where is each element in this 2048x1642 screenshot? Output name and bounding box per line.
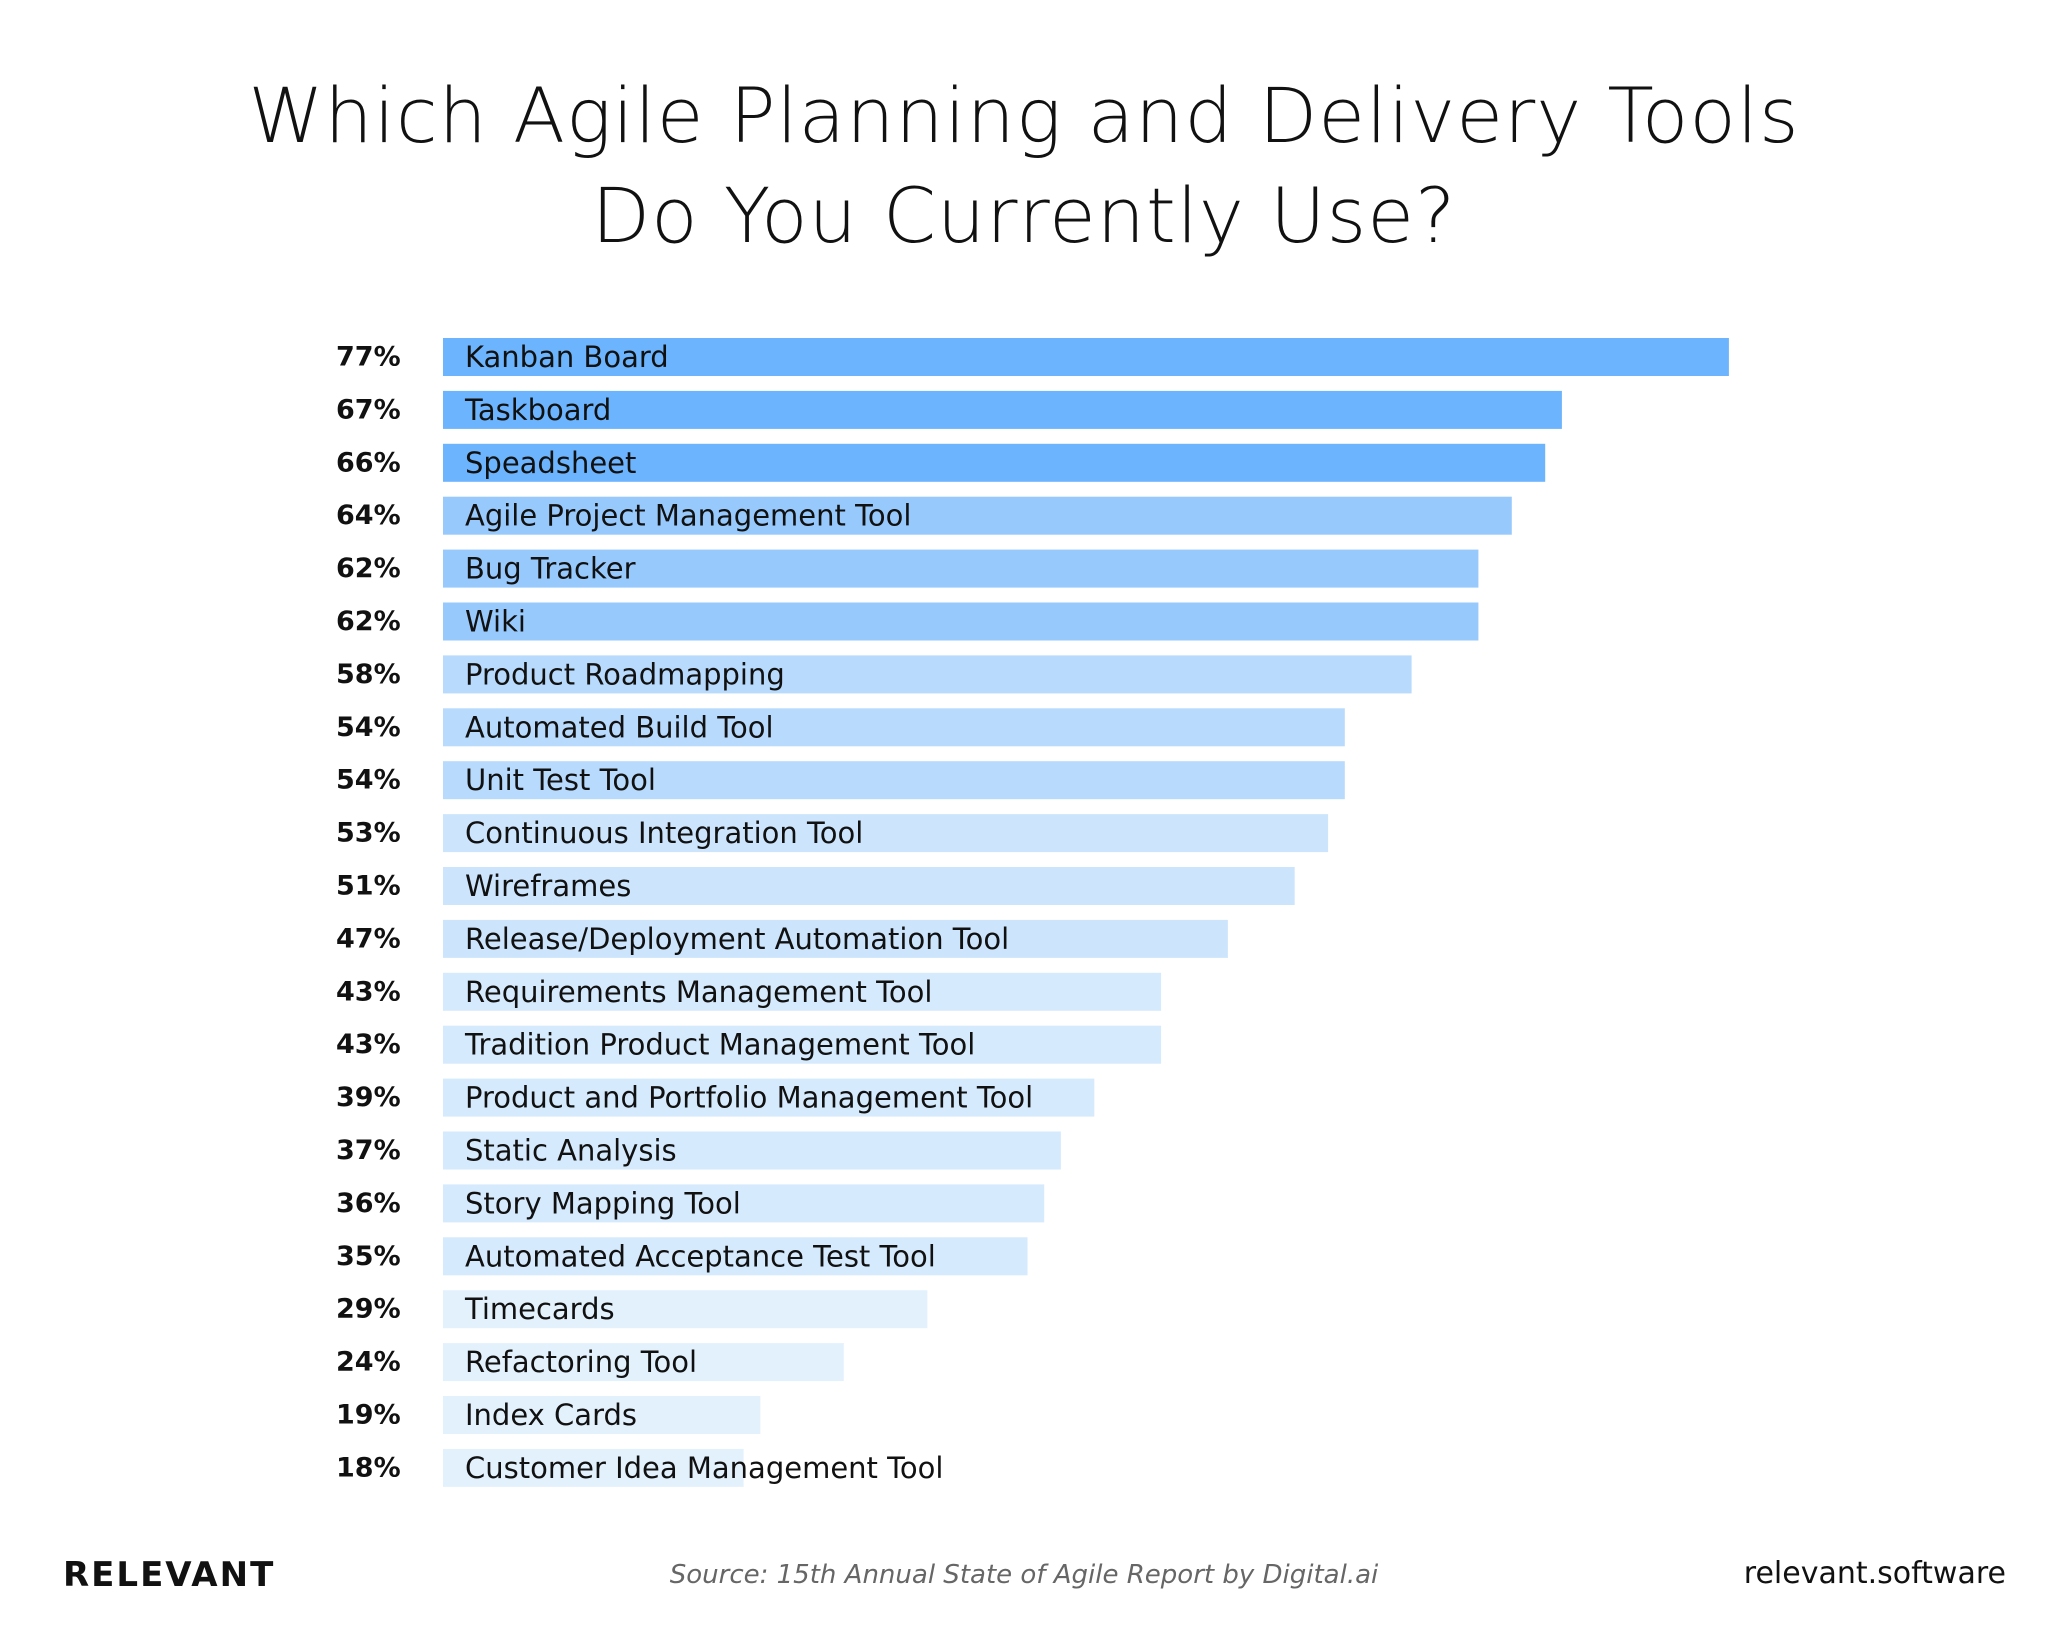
bar-8 (443, 761, 1345, 800)
value-label-0: 77% (336, 342, 401, 373)
category-label-9: Continuous Integration Tool (465, 816, 863, 850)
category-label-16: Story Mapping Tool (465, 1186, 741, 1220)
value-label-15: 37% (336, 1135, 401, 1166)
value-label-9: 53% (336, 818, 401, 849)
chart-title-line-2: Do You Currently Use? (591, 171, 1457, 260)
bar-2 (443, 443, 1546, 482)
category-label-15: Static Analysis (465, 1134, 677, 1168)
category-label-19: Refactoring Tool (465, 1345, 697, 1379)
category-label-14: Product and Portfolio Management Tool (465, 1081, 1033, 1115)
value-label-14: 39% (336, 1082, 401, 1113)
bar-10 (443, 867, 1295, 905)
bar-21 (443, 1448, 744, 1487)
value-label-1: 67% (336, 394, 401, 425)
bar-0 (443, 338, 1729, 376)
category-label-17: Automated Acceptance Test Tool (465, 1239, 936, 1273)
bar-14 (443, 1078, 1095, 1117)
value-label-18: 29% (336, 1294, 401, 1325)
category-label-7: Automated Build Tool (465, 710, 774, 744)
category-label-13: Tradition Product Management Tool (464, 1028, 975, 1062)
value-label-13: 43% (336, 1029, 401, 1060)
value-label-8: 54% (336, 765, 401, 796)
category-label-11: Release/Deployment Automation Tool (465, 922, 1009, 956)
bar-12 (443, 972, 1162, 1011)
value-label-16: 36% (336, 1188, 401, 1219)
chart-title: Which Agile Planning and Delivery Tools … (0, 66, 2048, 266)
bar-chart: 77% Kanban Board 67% Taskboard 66% Speadsheet… (336, 338, 1729, 1487)
bar-3 (443, 496, 1512, 535)
value-label-5: 62% (336, 606, 401, 637)
value-label-6: 58% (336, 659, 401, 690)
value-label-4: 62% (336, 553, 401, 584)
value-label-2: 66% (336, 447, 401, 478)
bar-1 (443, 390, 1562, 429)
bar-15 (443, 1131, 1061, 1170)
category-label-20: Index Cards (465, 1398, 637, 1432)
bar-19 (443, 1343, 844, 1382)
bar-9 (443, 814, 1329, 853)
category-label-8: Unit Test Tool (465, 763, 656, 797)
source-note: Source: 15th Annual State of Agile Repor… (669, 1560, 1379, 1590)
bar-17 (443, 1237, 1028, 1276)
value-label-17: 35% (336, 1241, 401, 1272)
bar-7 (443, 708, 1345, 747)
category-label-21: Customer Idea Management Tool (465, 1451, 943, 1485)
chart-title-line-1: Which Agile Planning and Delivery Tools (248, 71, 1800, 160)
bar-4 (443, 549, 1479, 588)
category-label-3: Agile Project Management Tool (465, 499, 911, 533)
category-label-12: Requirements Management Tool (465, 975, 932, 1009)
value-label-21: 18% (336, 1452, 401, 1483)
category-label-0: Kanban Board (465, 340, 669, 374)
category-label-4: Bug Tracker (465, 552, 636, 586)
category-label-5: Wiki (465, 605, 526, 639)
category-label-6: Product Roadmapping (465, 657, 785, 691)
value-label-10: 51% (336, 871, 401, 902)
site-url[interactable]: relevant.software (1743, 1556, 2006, 1591)
category-label-1: Taskboard (464, 393, 611, 427)
brand-logo: RELEVANT (63, 1555, 276, 1595)
bar-6 (443, 655, 1412, 694)
value-label-20: 19% (336, 1400, 401, 1431)
value-label-19: 24% (336, 1347, 401, 1378)
bar-18 (443, 1290, 928, 1329)
category-label-2: Speadsheet (465, 446, 636, 480)
value-label-7: 54% (336, 712, 401, 743)
bar-13 (443, 1025, 1162, 1064)
bar-16 (443, 1184, 1045, 1223)
category-label-10: Wireframes (465, 869, 631, 903)
bars-group: 77% Kanban Board 67% Taskboard 66% Speadsheet… (336, 338, 1729, 1487)
value-label-11: 47% (336, 923, 401, 954)
bar-5 (443, 602, 1479, 641)
value-label-3: 64% (336, 500, 401, 531)
bar-11 (443, 919, 1228, 958)
category-label-18: Timecards (464, 1292, 615, 1326)
bar-20 (443, 1396, 761, 1434)
value-label-12: 43% (336, 976, 401, 1007)
